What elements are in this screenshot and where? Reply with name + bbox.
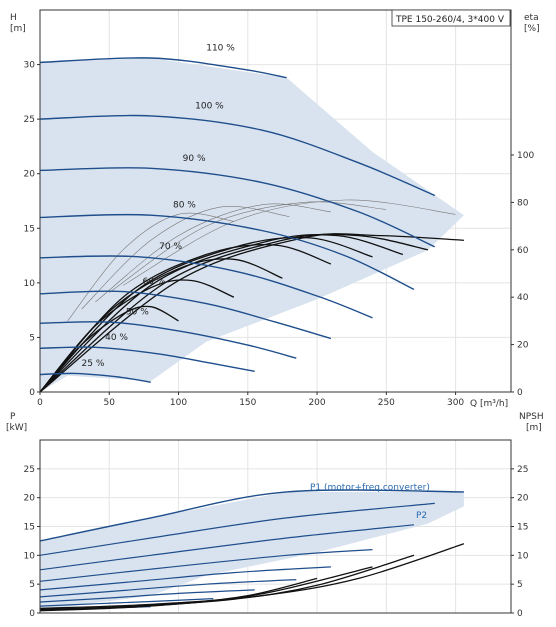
head-speed-curve: [39, 321, 297, 359]
head-axis-label: H: [10, 13, 17, 23]
speed-curve-label: 40 %: [105, 333, 128, 343]
y2-tick-label: 60: [517, 246, 529, 256]
speed-curve-label: 60 %: [143, 277, 166, 287]
head-speed-curve: [39, 57, 287, 79]
head-speed-curve: [39, 213, 415, 291]
speed-curve-label: 110 %: [206, 44, 235, 54]
eta-curve: [39, 234, 404, 393]
speed-curve-label: 25 %: [82, 359, 105, 369]
power-curve: [39, 589, 255, 603]
head-speed-curves: [39, 57, 436, 383]
eta-curve: [39, 233, 464, 393]
y2-tick-label: 20: [517, 494, 529, 504]
speed-curve-label: 100 %: [195, 101, 224, 111]
power-npsh-chart: 0 5 10 15 20 25 0 5 10 15 20 25 P [kW] NPSH [m] P1 …: [6, 412, 544, 619]
head-axis-ticks: 0 50 100 150 200 250 3000510152025300204060801…: [24, 61, 535, 408]
eta-curve: [39, 305, 179, 393]
y2-tick-label: 20: [517, 341, 529, 351]
chart-title-box: [391, 9, 511, 27]
p1-series-label: P1 (motor+freq.converter): [310, 483, 430, 493]
x-tick-label: 100: [170, 398, 187, 408]
eta-curve: [39, 233, 429, 393]
head-plot-frame: [39, 9, 512, 393]
y-tick-label: 20: [24, 170, 36, 180]
y-tick-label: 10: [24, 279, 36, 289]
x-tick-label: 150: [239, 398, 256, 408]
y2-tick-label: 100: [517, 151, 534, 161]
power-curve: [39, 502, 435, 556]
npsh-axis-unit: [m]: [526, 423, 542, 433]
eta-curves: [39, 233, 464, 393]
head-speed-curve: [39, 114, 436, 197]
y2-tick-label: 5: [517, 580, 523, 590]
head-efficiency-chart: 110 % 100 % 90 % 80 % 70 % 60 % 50 % 40 % 25 % 0…: [10, 9, 540, 409]
y2-tick-label: 40: [517, 293, 529, 303]
head-speed-curve: [39, 372, 151, 383]
head-speed-curve: [39, 346, 255, 372]
x-tick-label: 250: [378, 398, 395, 408]
y-tick-label: 20: [24, 494, 36, 504]
eta-thin-curve: [122, 199, 456, 286]
power-curve: [39, 489, 464, 542]
y-tick-label: 0: [29, 609, 35, 619]
y-tick-label: 5: [29, 333, 35, 343]
y-tick-label: 30: [24, 61, 36, 71]
p2-series-label: P2: [416, 511, 427, 521]
power-curve: [39, 566, 331, 591]
y-tick-label: 10: [24, 551, 36, 561]
head-axis-unit: [m]: [10, 24, 26, 34]
eta-curve: [39, 236, 373, 393]
speed-curve-label: 80 %: [173, 201, 196, 211]
x-tick-label: 50: [104, 398, 116, 408]
x-tick-label: 0: [37, 398, 43, 408]
y-tick-label: 15: [24, 523, 35, 533]
power-axis-unit: [kW]: [6, 423, 27, 433]
eta-thin-curve: [109, 201, 387, 293]
eta-thin-curves: [67, 199, 456, 322]
power-curve: [39, 598, 214, 607]
y2-tick-label: 15: [517, 523, 528, 533]
power-curve: [39, 524, 415, 571]
y2-tick-label: 80: [517, 198, 529, 208]
y-tick-label: 5: [29, 580, 35, 590]
power-axis-ticks: 0 5 10 15 20 25 0 5 10 15 20 25: [24, 465, 529, 619]
x-tick-label: 300: [447, 398, 464, 408]
eta-axis-label: eta: [524, 13, 539, 23]
x-tick-label: 200: [308, 398, 325, 408]
power-axis-label: P: [10, 412, 16, 422]
head-speed-curve: [39, 167, 436, 248]
speed-curve-label: 90 %: [183, 154, 206, 164]
y-tick-label: 0: [29, 388, 35, 398]
eta-axis-unit: [%]: [524, 24, 540, 34]
y2-tick-label: 0: [517, 609, 523, 619]
head-speed-curve: [39, 255, 373, 319]
npsh-curves: [39, 543, 465, 612]
speed-curve-label: 50 %: [126, 308, 149, 318]
power-curve: [39, 579, 297, 598]
eta-curve: [39, 244, 332, 393]
head-speed-curve: [39, 290, 332, 340]
speed-curve-label: 70 %: [159, 242, 182, 252]
y2-tick-label: 25: [517, 465, 528, 475]
y2-tick-label: 0: [517, 388, 523, 398]
speed-curve-labels: 110 % 100 % 90 % 80 % 70 % 60 % 50 % 40 % 25 %: [82, 44, 236, 369]
y-tick-label: 15: [24, 224, 35, 234]
head-envelope-area: [40, 58, 464, 392]
y2-tick-label: 10: [517, 551, 529, 561]
npsh-curve: [39, 577, 318, 612]
power-curve: [39, 549, 373, 582]
chart-title: TPE 150-260/4, 3*400 V: [395, 15, 505, 25]
flow-axis-label: Q [m³/h]: [470, 399, 508, 409]
y-tick-label: 25: [24, 465, 35, 475]
eta-thin-curve: [95, 203, 331, 303]
y-tick-label: 25: [24, 115, 35, 125]
npsh-axis-label: NPSH: [519, 412, 544, 422]
